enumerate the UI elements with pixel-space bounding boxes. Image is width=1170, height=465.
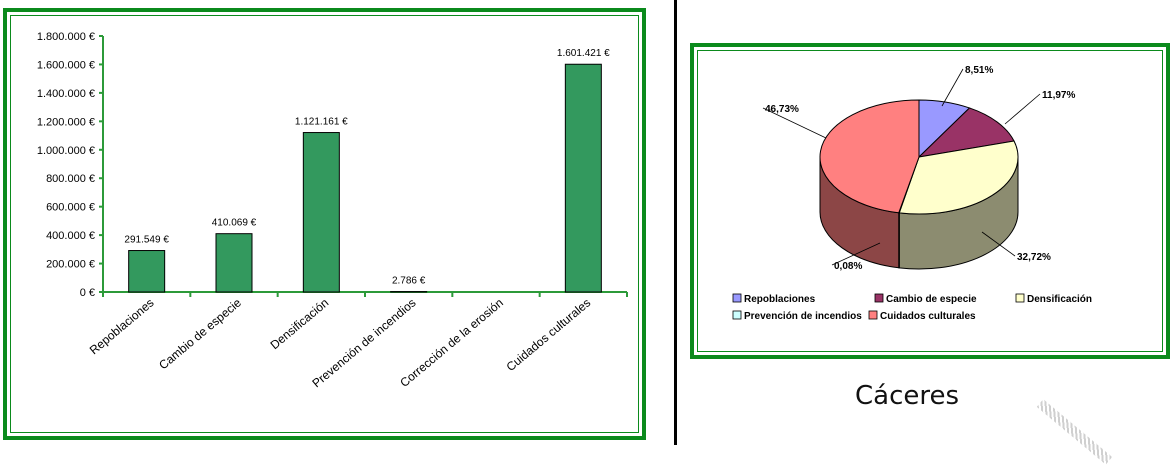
y-tick-label: 400.000 € <box>46 230 95 242</box>
data-label: 2.786 € <box>392 276 426 287</box>
legend-swatch <box>733 294 741 302</box>
legend-swatch <box>869 311 877 319</box>
legend-label: Densificación <box>1027 294 1092 305</box>
bar-chart-frame: 0 € 200.000 € 400.000 € 600.000 € 800.000 € 1… <box>3 8 646 440</box>
category-label: Cambio de especie <box>156 295 244 372</box>
leader-line <box>942 69 963 106</box>
pie-data-label: 46,73% <box>765 104 799 115</box>
category-label: Densificación <box>268 296 332 353</box>
legend-label: Prevención de incendios <box>744 311 862 322</box>
divider <box>674 0 677 445</box>
y-tick-label: 1.200.000 € <box>37 116 95 128</box>
legend-label: Repoblaciones <box>744 294 816 305</box>
y-tick-label: 0 € <box>80 287 95 299</box>
leader-line <box>1005 94 1040 124</box>
category-label: Repoblaciones <box>87 296 157 358</box>
legend-label: Cuidados culturales <box>880 311 976 322</box>
y-tick-label: 800.000 € <box>46 173 95 185</box>
y-tick-label: 1.000.000 € <box>37 145 95 157</box>
bar <box>565 64 601 292</box>
pie-data-label: 32,72% <box>1017 252 1051 263</box>
bar <box>216 234 252 292</box>
pie-data-label: 0,08% <box>834 261 862 272</box>
data-label: 291.549 € <box>124 235 169 246</box>
pie-chart: 8,51% 11,97% 32,72% 0,08% 46,73% Repoblacione… <box>694 47 1166 355</box>
data-label: 1.121.161 € <box>295 117 348 128</box>
legend-swatch <box>1016 294 1024 302</box>
y-tick-label: 600.000 € <box>46 202 95 214</box>
pie-data-label: 8,51% <box>965 65 993 76</box>
watermark <box>1037 399 1112 465</box>
y-tick-label: 1.800.000 € <box>37 31 95 43</box>
legend-swatch <box>875 294 883 302</box>
data-label: 410.069 € <box>212 218 257 229</box>
y-tick-label: 1.400.000 € <box>37 88 95 100</box>
pie-data-label: 11,97% <box>1042 90 1075 101</box>
bar <box>303 133 339 292</box>
data-label: 1.601.421 € <box>557 48 610 59</box>
y-tick-label: 1.600.000 € <box>37 59 95 71</box>
bar-chart: 0 € 200.000 € 400.000 € 600.000 € 800.000 € 1… <box>7 12 642 436</box>
bar <box>129 251 165 292</box>
legend-swatch <box>733 311 741 319</box>
category-label: Cuidados culturales <box>504 296 594 374</box>
legend-label: Cambio de especie <box>886 294 977 305</box>
caption: Cáceres <box>855 381 959 411</box>
y-tick-label: 200.000 € <box>46 259 95 271</box>
pie-chart-frame: 8,51% 11,97% 32,72% 0,08% 46,73% Repoblacione… <box>690 43 1170 359</box>
